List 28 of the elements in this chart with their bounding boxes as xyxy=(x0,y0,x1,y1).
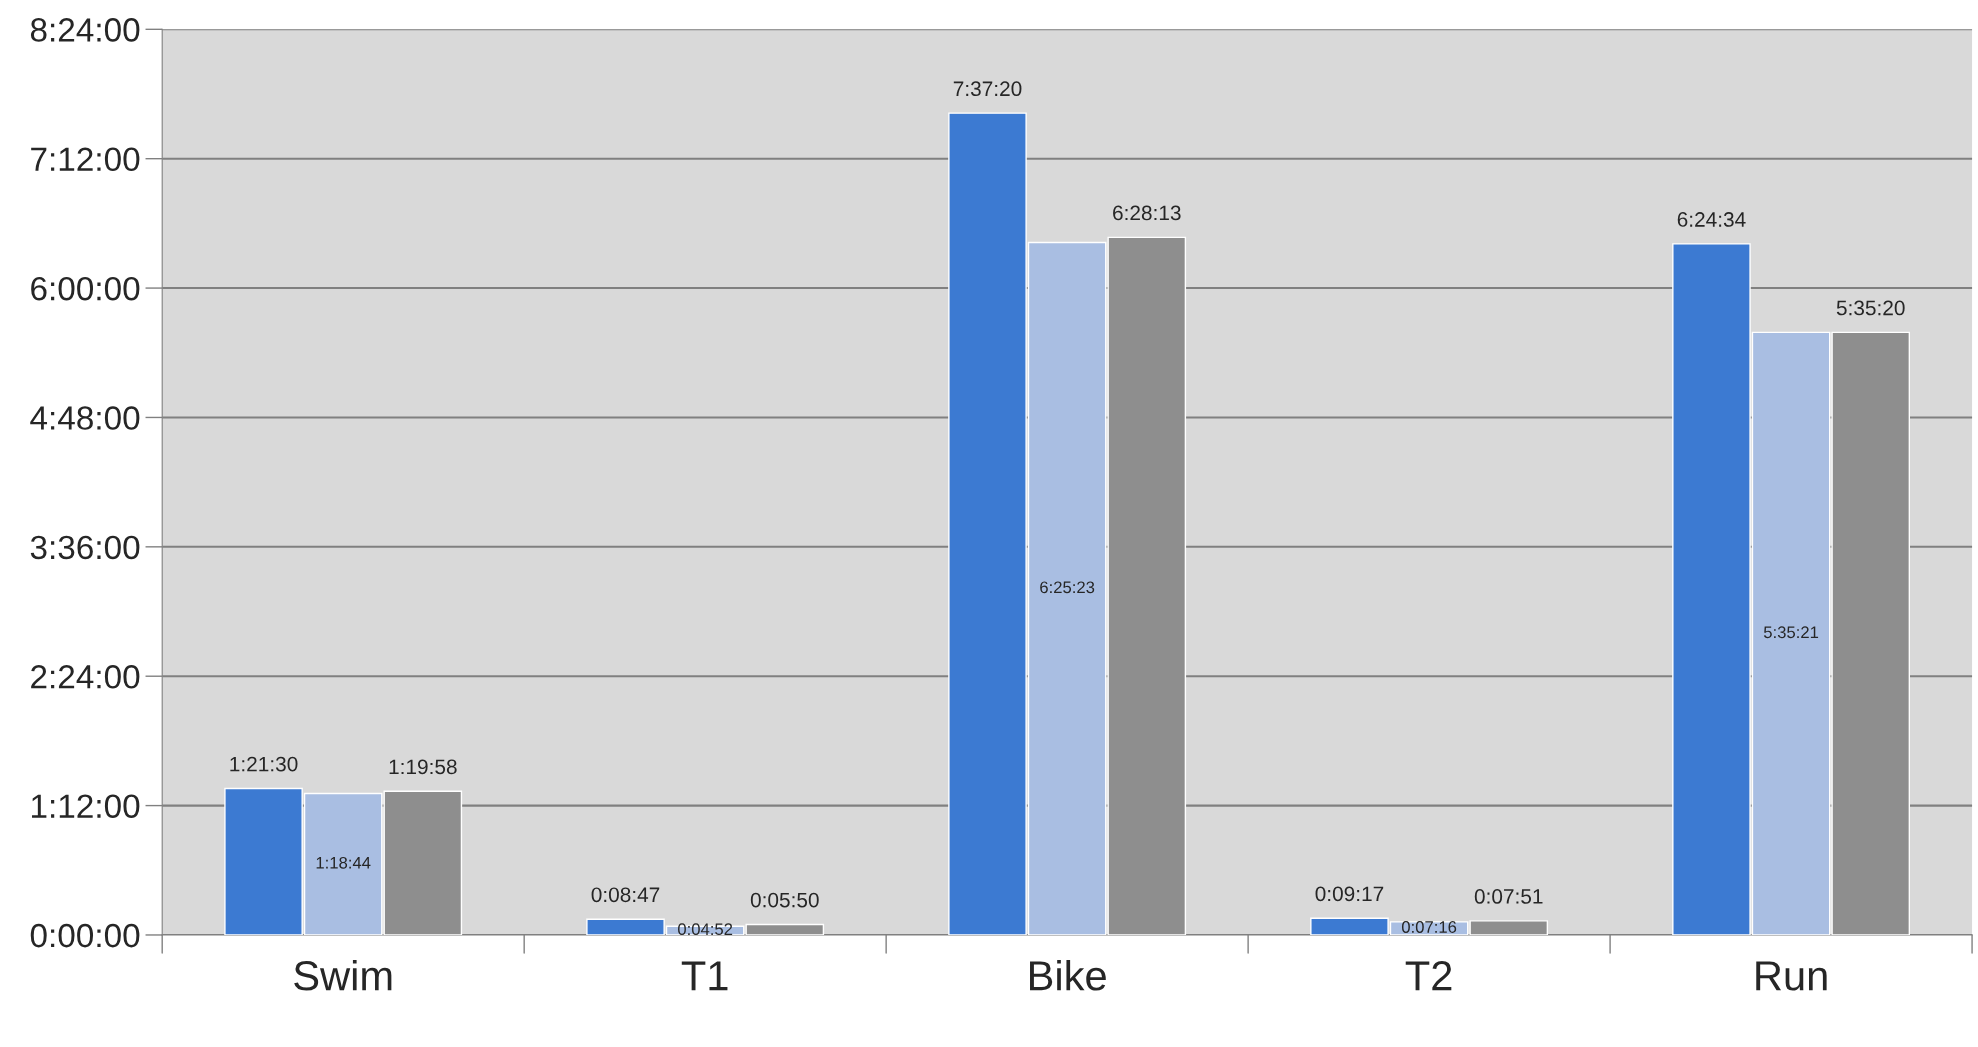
y-tick-label: 7:12:00 xyxy=(31,147,140,172)
y-tick-label: 1:12:00 xyxy=(32,794,140,818)
x-tick-label: Swim xyxy=(294,959,392,991)
x-tick-label: T2 xyxy=(1405,961,1452,991)
data-label: 0:09:17 xyxy=(1315,886,1384,902)
data-label: 0:08:47 xyxy=(591,887,660,903)
y-tick-label: 4:48:00 xyxy=(30,406,140,430)
data-label: 6:24:34 xyxy=(1677,212,1746,227)
y-tick-label: 2:24:00 xyxy=(31,665,140,689)
data-label: 7:37:20 xyxy=(953,81,1022,97)
x-tick-label: T1 xyxy=(681,961,728,991)
y-tick-label: 3:36:00 xyxy=(30,535,140,560)
y-tick-label: 0:00:00 xyxy=(30,923,140,948)
data-label: 5:35:20 xyxy=(1836,300,1905,316)
data-label: 5:35:21 xyxy=(1763,626,1819,639)
data-label: 0:04:52 xyxy=(678,923,733,936)
x-tick-label: Bike xyxy=(1030,959,1106,991)
data-label: 1:19:58 xyxy=(389,759,457,775)
data-label: 6:25:23 xyxy=(1040,581,1095,594)
x-tick-label: Run xyxy=(1756,961,1827,991)
data-label: 0:07:16 xyxy=(1401,921,1457,933)
data-label: 0:07:51 xyxy=(1474,889,1543,904)
data-label: 6:28:13 xyxy=(1113,205,1181,221)
y-tick-label: 6:00:00 xyxy=(31,276,140,301)
y-tick-label: 8:24:00 xyxy=(30,18,140,42)
data-label: 1:18:44 xyxy=(316,856,371,869)
data-label: 1:21:30 xyxy=(230,756,298,772)
data-label: 0:05:50 xyxy=(750,892,819,908)
